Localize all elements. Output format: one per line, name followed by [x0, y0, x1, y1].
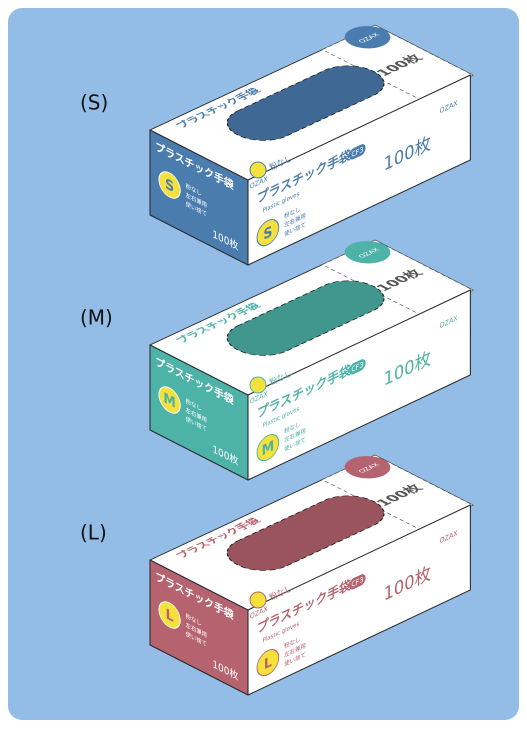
- end-size-badge: [158, 601, 181, 629]
- opening: [226, 495, 385, 571]
- front-size: S: [263, 223, 272, 243]
- front-code-bg: [349, 144, 366, 160]
- glove-box: OZAXプラスチック手袋プラスチック手袋100枚プラスチック手袋M粉なし左右兼用…: [149, 239, 474, 481]
- top-circle: [344, 241, 391, 264]
- glove-box: OZAXプラスチック手袋プラスチック手袋100枚プラスチック手袋S粉なし左右兼用…: [149, 24, 474, 266]
- end-size-badge: [158, 386, 181, 414]
- front-size-badge: [256, 219, 280, 247]
- top-circle: [344, 456, 391, 479]
- top-face: OZAXプラスチック手袋プラスチック手袋100枚: [149, 239, 474, 396]
- front-bg: [247, 504, 471, 696]
- size-label: (L): [80, 521, 107, 545]
- front-size: L: [264, 654, 272, 674]
- front-size: M: [262, 438, 275, 460]
- size-label: (S): [80, 91, 108, 115]
- powder-badge: [249, 591, 267, 609]
- end-size: S: [165, 176, 174, 197]
- opening: [226, 65, 385, 141]
- front-bg: [247, 74, 471, 266]
- end-size-badge: [158, 171, 181, 199]
- size-label: (M): [80, 306, 113, 330]
- end-size: M: [163, 390, 175, 412]
- front-bg: [247, 289, 471, 481]
- top-circle: [344, 26, 391, 49]
- end-size: L: [166, 606, 174, 626]
- front-size-badge: [256, 434, 280, 462]
- front-size-badge: [256, 649, 280, 677]
- front-code-bg: [349, 359, 366, 375]
- powder-badge: [249, 161, 267, 179]
- powder-badge: [249, 376, 267, 394]
- front-code-bg: [349, 574, 366, 590]
- top-face: OZAXプラスチック手袋プラスチック手袋100枚: [149, 24, 474, 181]
- opening: [226, 280, 385, 356]
